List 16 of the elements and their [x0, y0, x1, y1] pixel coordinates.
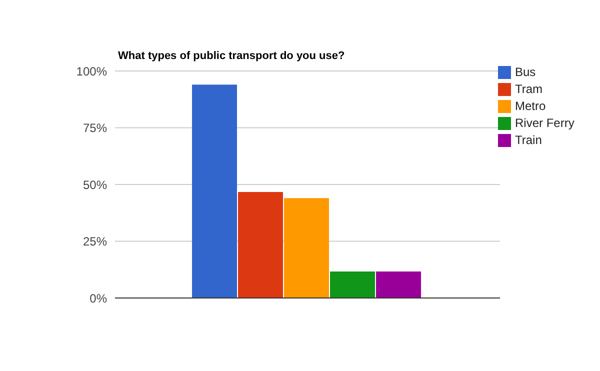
bar	[284, 198, 329, 298]
y-tick-label: 100%	[76, 64, 108, 78]
bar	[376, 271, 421, 298]
bar	[238, 192, 283, 298]
y-tick-label: 0%	[90, 291, 108, 306]
legend-label: Train	[515, 133, 542, 147]
legend-label: Metro	[515, 99, 546, 113]
bar	[192, 84, 237, 298]
chart-title: What types of public transport do you use?	[118, 50, 345, 62]
y-tick-label: 75%	[82, 121, 108, 136]
legend-label: Bus	[515, 65, 536, 79]
y-tick-label: 25%	[82, 234, 108, 249]
legend-label: Tram	[515, 82, 543, 96]
bar	[330, 271, 375, 298]
legend-label: River Ferry	[515, 116, 574, 130]
y-tick-label: 50%	[82, 178, 108, 192]
